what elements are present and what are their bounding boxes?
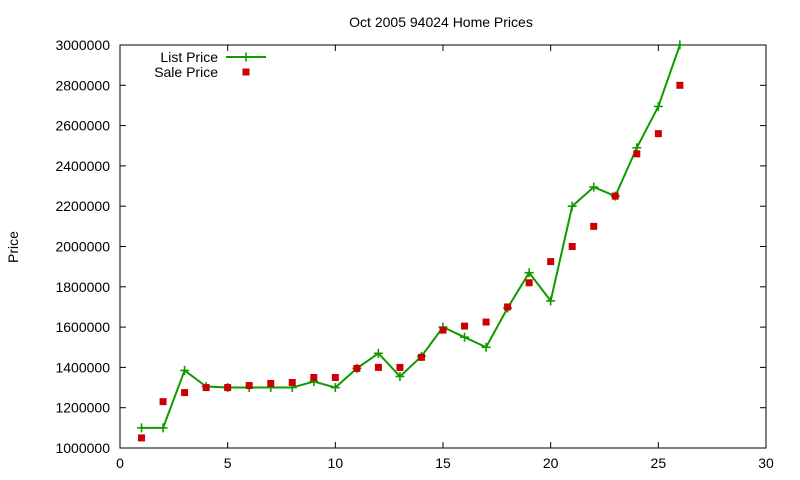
y-tick-label: 2600000: [55, 118, 110, 134]
data-point-square: [439, 326, 447, 334]
data-point-plus: [137, 423, 147, 433]
data-point-plus: [546, 296, 556, 306]
series-layer: [137, 40, 685, 442]
x-tick-label: 0: [116, 455, 124, 471]
y-tick-label: 1400000: [55, 359, 110, 375]
data-point-square: [547, 258, 555, 266]
y-tick-label: 1000000: [55, 440, 110, 456]
data-point-plus: [180, 365, 190, 375]
data-point-square: [396, 363, 404, 371]
data-point-square: [374, 363, 382, 371]
data-point-square: [224, 384, 232, 392]
data-point-square: [310, 373, 318, 381]
y-tick-label: 3000000: [55, 37, 110, 53]
legend-plus-swatch: [241, 52, 251, 62]
legend-entry: List Price: [160, 49, 266, 65]
y-tick-label: 2800000: [55, 77, 110, 93]
data-point-square: [202, 384, 210, 392]
series-sale-price: [138, 81, 684, 442]
data-point-square: [181, 389, 189, 397]
y-axis-label: Price: [5, 231, 21, 263]
legend-square-swatch: [242, 68, 250, 76]
data-point-square: [611, 192, 619, 200]
x-tick-label: 20: [543, 455, 559, 471]
y-tick-label: 2000000: [55, 239, 110, 255]
data-point-square: [504, 303, 512, 311]
tick-labels: 0 5 10 15 20 25 30 1000000 1200000 1400000 1600000…: [55, 37, 774, 471]
data-point-square: [288, 379, 296, 387]
x-tick-label: 10: [328, 455, 344, 471]
data-point-square: [245, 382, 253, 390]
data-point-plus: [567, 201, 577, 211]
data-point-plus: [589, 182, 599, 192]
x-tick-label: 15: [435, 455, 451, 471]
legend-entry: Sale Price: [154, 64, 250, 80]
data-point-square: [138, 434, 146, 442]
chart-title: Oct 2005 94024 Home Prices: [349, 14, 533, 30]
y-tick-label: 2400000: [55, 158, 110, 174]
data-point-square: [159, 398, 167, 406]
data-point-square: [568, 243, 576, 250]
data-point-square: [676, 81, 684, 89]
data-point-square: [331, 373, 339, 381]
data-point-plus: [395, 371, 405, 381]
legend-label: Sale Price: [154, 64, 218, 80]
data-point-square: [633, 150, 641, 158]
data-point-plus: [158, 423, 168, 433]
y-tick-label: 1800000: [55, 279, 110, 295]
data-point-square: [353, 364, 361, 372]
series-list-price: [137, 40, 685, 433]
data-point-square: [482, 318, 490, 326]
legend-label: List Price: [160, 49, 218, 65]
data-point-plus: [330, 383, 340, 393]
data-point-square: [654, 130, 662, 138]
data-point-square: [525, 279, 533, 287]
data-point-square: [461, 322, 469, 330]
x-tick-label: 5: [224, 455, 232, 471]
data-point-plus: [653, 101, 663, 111]
data-point-plus: [460, 332, 470, 342]
x-tick-label: 30: [758, 455, 774, 471]
x-tick-label: 25: [651, 455, 667, 471]
data-point-square: [590, 222, 598, 230]
series-line: [141, 44, 681, 429]
y-tick-label: 1200000: [55, 400, 110, 416]
data-point-plus: [524, 268, 534, 278]
y-tick-label: 1600000: [55, 319, 110, 335]
tick-marks: [119, 44, 767, 449]
data-point-plus: [481, 342, 491, 352]
data-point-plus: [373, 348, 383, 358]
data-point-square: [267, 380, 275, 388]
data-point-square: [417, 353, 425, 361]
data-point-plus: [675, 40, 685, 50]
y-tick-label: 2200000: [55, 198, 110, 214]
